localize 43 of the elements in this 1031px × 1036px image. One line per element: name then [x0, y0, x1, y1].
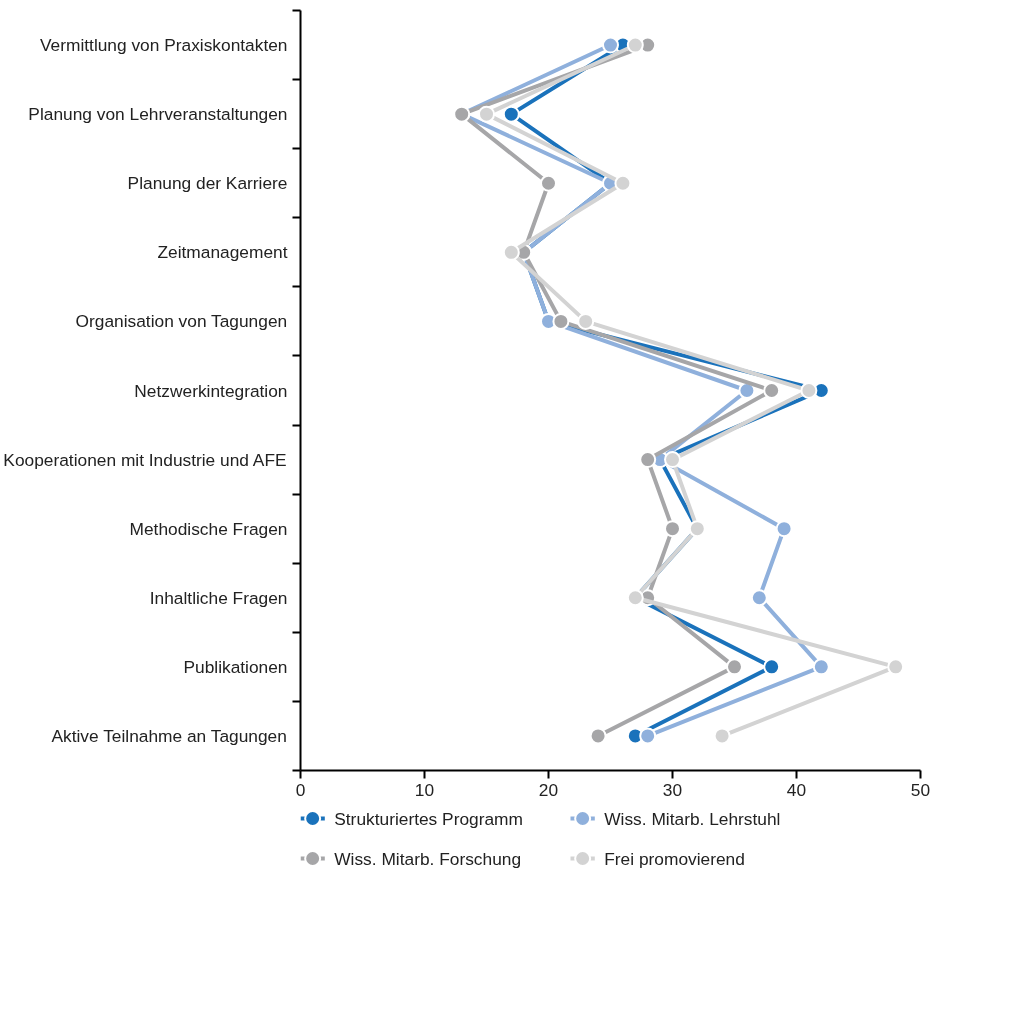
point — [502, 105, 520, 123]
point — [763, 658, 781, 676]
point — [726, 658, 743, 676]
legend-label: Strukturiertes Programm — [334, 808, 523, 829]
legend-label: Wiss. Mitarb. Lehrstuhl — [604, 808, 781, 829]
point — [750, 589, 768, 607]
y-tick-label: Vermittlung von Praxiskontakten — [39, 35, 288, 56]
x-tick-label: 0 — [295, 779, 306, 800]
point — [577, 312, 595, 330]
y-tick-label: Aktive Teilnahme an Tagungen — [51, 725, 287, 746]
y-tick-label: Publikationen — [183, 656, 288, 677]
legend-label: Wiss. Mitarb. Forschung — [334, 848, 522, 869]
x-tick-label: 50 — [910, 779, 931, 800]
y-tick-label: Zeitmanagement — [157, 242, 288, 263]
point — [713, 727, 731, 745]
point — [552, 312, 570, 330]
y-tick-label: Organisation von Tagungen — [75, 311, 288, 332]
point — [800, 382, 818, 399]
x-tick-label: 10 — [414, 779, 435, 800]
point — [614, 174, 632, 192]
point — [639, 451, 657, 469]
y-tick-label: Methodische Fragen — [129, 518, 288, 539]
point — [540, 174, 557, 192]
x-tick-label: 30 — [662, 779, 683, 800]
y-tick-label: Planung von Lehrveranstaltungen — [28, 104, 288, 125]
x-tick-label: 40 — [786, 779, 807, 800]
point — [664, 520, 681, 538]
point — [775, 520, 793, 538]
point — [763, 382, 781, 399]
point — [664, 451, 681, 469]
y-tick-label: Inhaltliche Fragen — [149, 587, 288, 608]
point — [639, 727, 657, 745]
point — [502, 243, 520, 261]
y-tick-label: Netzwerkintegration — [134, 380, 288, 401]
point — [478, 105, 495, 123]
point — [812, 658, 830, 676]
point — [602, 36, 619, 54]
point — [589, 727, 607, 745]
legend-label: Frei promovierend — [604, 848, 745, 869]
point — [626, 36, 644, 54]
y-tick-label: Kooperationen mit Industrie und AFE — [3, 449, 287, 470]
x-tick-label: 20 — [538, 779, 559, 800]
y-tick-label: Planung der Karriere — [127, 173, 288, 194]
